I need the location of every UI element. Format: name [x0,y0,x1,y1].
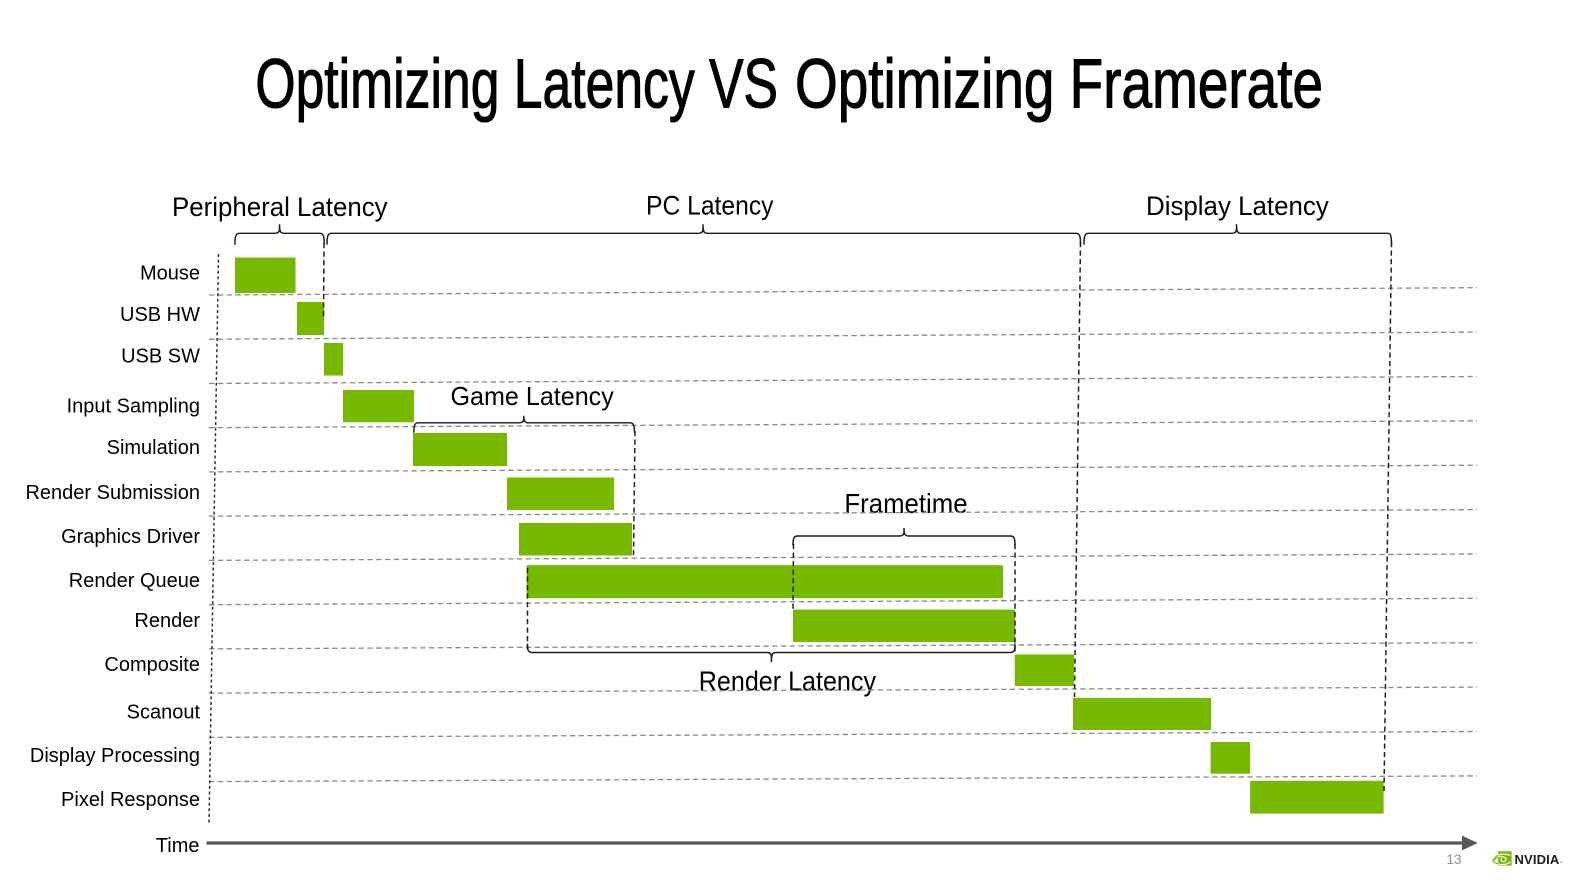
svg-text:Time: Time [156,835,200,857]
svg-text:Optimizing Framerate: Optimizing Framerate [795,45,1323,123]
svg-text:Display Processing: Display Processing [30,745,200,767]
svg-text:Game Latency: Game Latency [451,381,614,411]
svg-text:Frametime: Frametime [844,488,967,519]
svg-text:Render Queue: Render Queue [69,570,200,592]
svg-text:Scanout: Scanout [127,701,201,723]
svg-text:Render: Render [134,610,200,632]
svg-text:Render Submission: Render Submission [25,482,200,504]
svg-text:Render Latency: Render Latency [699,665,876,696]
svg-text:USB SW: USB SW [121,346,200,368]
svg-text:Display Latency: Display Latency [1146,191,1330,221]
svg-text:Pixel Response: Pixel Response [61,789,200,811]
svg-text:Graphics Driver: Graphics Driver [61,526,200,548]
svg-text:Composite: Composite [104,654,200,676]
svg-text:Mouse: Mouse [140,262,200,284]
svg-text:Simulation: Simulation [107,437,200,459]
svg-text:Optimizing Latency VS: Optimizing Latency VS [255,45,778,123]
svg-text:PC Latency: PC Latency [646,191,774,221]
svg-text:Peripheral Latency: Peripheral Latency [172,192,388,222]
svg-text:13: 13 [1447,852,1462,867]
svg-text:NVIDIA: NVIDIA [1515,852,1560,867]
svg-text:Input Sampling: Input Sampling [67,395,200,417]
svg-text:USB HW: USB HW [120,304,200,326]
